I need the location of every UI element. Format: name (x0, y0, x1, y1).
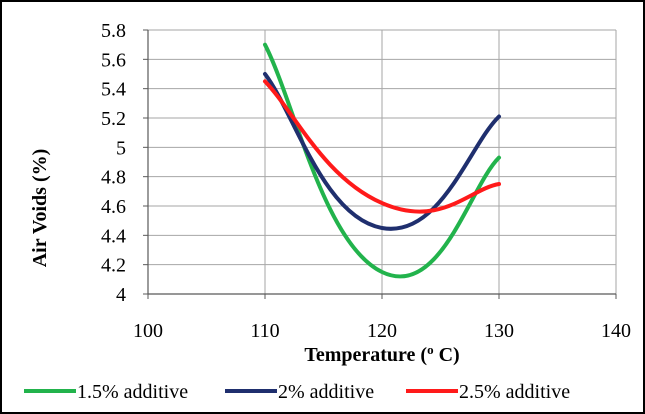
y-tick-label: 5 (116, 137, 126, 159)
y-tick-label: 5.2 (101, 108, 126, 130)
plot-area (143, 29, 617, 299)
x-tick-label: 130 (484, 320, 514, 342)
y-tick-label: 5.8 (101, 20, 126, 42)
y-tick-label: 4.4 (101, 225, 126, 247)
y-axis-label: Air Voids (%) (29, 149, 51, 268)
y-tick-labels: 4 4.2 4.4 4.6 4.8 5 5.2 5.4 5.6 5.8 (101, 20, 126, 306)
x-axis-label-sup: o (427, 342, 434, 357)
series-line-2 (263, 72, 501, 231)
x-axis-label-end: C) (434, 344, 460, 366)
x-tick-labels: 100 110 120 130 140 (133, 320, 631, 342)
series-lines (263, 42, 501, 279)
x-tick-label: 140 (601, 320, 631, 342)
y-tick-label: 4.6 (101, 196, 126, 218)
series-line-3 (263, 79, 501, 214)
x-tick-label: 100 (133, 320, 163, 342)
y-tick-label: 4 (116, 284, 126, 306)
y-tick-label: 4.8 (101, 167, 126, 189)
legend: 1.5% additive 2% additive 2.5% additive (24, 381, 570, 403)
y-tick-label: 5.4 (101, 79, 126, 101)
series-line-1 (263, 42, 501, 279)
x-axis-label: Temperature (o C) (304, 342, 459, 366)
x-tick-label: 110 (250, 320, 279, 342)
x-axis-label-main: Temperature ( (304, 344, 427, 366)
grid (147, 29, 617, 295)
legend-label-1: 1.5% additive (77, 381, 188, 403)
y-tick-label: 5.6 (101, 49, 126, 71)
y-tick-label: 4.2 (101, 255, 126, 277)
legend-label-3: 2.5% additive (459, 381, 570, 403)
x-tick-label: 120 (367, 320, 397, 342)
legend-label-2: 2% additive (278, 381, 374, 403)
